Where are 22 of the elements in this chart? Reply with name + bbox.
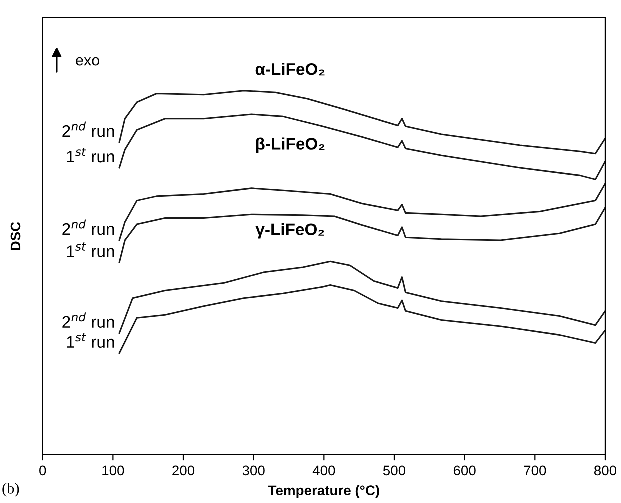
x-tick-label: 800 <box>594 466 617 476</box>
y-axis-title: DSC <box>10 222 21 250</box>
x-tick-label: 700 <box>524 466 546 476</box>
x-tick-label: 400 <box>312 466 336 476</box>
x-axis-title: Temperature (°C) <box>268 485 380 498</box>
text: exo <box>76 57 100 66</box>
annotation: γ-LiFeO₂ <box>256 223 324 239</box>
x-tick-label: 500 <box>383 466 406 476</box>
series-label: 1$^{st}$ run <box>67 242 114 258</box>
text: (b) <box>2 483 20 497</box>
x-tick-label: 200 <box>172 466 195 476</box>
series-label: 2$^{nd}$ run <box>62 220 114 236</box>
series-label: 1$^{st}$ run <box>67 148 114 163</box>
x-tick-label: 100 <box>102 466 124 476</box>
series-label: 2$^{nd}$ run <box>62 312 114 328</box>
series-label: 1$^{st}$ run <box>67 333 114 348</box>
series-label: 2$^{nd}$ run <box>62 122 114 138</box>
x-tick-label: 0 <box>40 466 46 476</box>
text: α-LiFeO₂ <box>256 63 325 76</box>
x-tick-label: 600 <box>454 466 476 476</box>
annotation: β-LiFeO₂ <box>256 138 325 154</box>
x-tick-label: 300 <box>242 466 265 476</box>
